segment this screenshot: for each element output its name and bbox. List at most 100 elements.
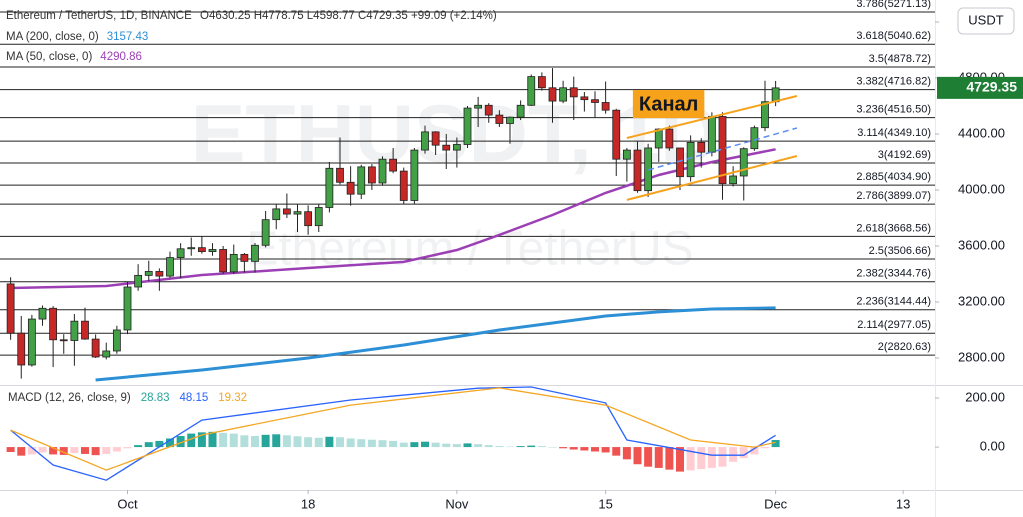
histogram-bar bbox=[771, 439, 780, 448]
y-tick-label: 4400.00 bbox=[958, 125, 1005, 140]
candle-body bbox=[389, 158, 398, 172]
channel-label: Канал bbox=[639, 93, 698, 115]
histogram-bar bbox=[378, 440, 387, 448]
candle-body bbox=[591, 99, 599, 103]
histogram-bar bbox=[367, 439, 376, 448]
histogram-bar bbox=[761, 447, 769, 449]
histogram-bar bbox=[27, 447, 36, 455]
y-tick-label: 0.00 bbox=[980, 439, 1005, 454]
candle-body bbox=[410, 149, 419, 201]
last-price-label: 4729.35 bbox=[966, 79, 1017, 95]
fib-level-label: 2.5(3506.66) bbox=[869, 245, 931, 257]
fib-level-label: 3.382(4716.82) bbox=[856, 76, 931, 88]
histogram-bar bbox=[452, 444, 461, 448]
fib-level-label: 3.618(5040.62) bbox=[856, 30, 931, 42]
y-tick-label: 3200.00 bbox=[958, 293, 1005, 308]
histogram-bar bbox=[70, 447, 79, 454]
macd-title: MACD (12, 26, close, 9) bbox=[8, 392, 131, 404]
fib-level-label: 2.236(3144.44) bbox=[856, 296, 931, 308]
legend-name: MA (50, close, 0) bbox=[6, 51, 92, 63]
currency-label[interactable]: USDT bbox=[968, 12, 1003, 27]
candle-body bbox=[633, 149, 642, 192]
watermark-symbol: ETHUSDT, 1D bbox=[191, 89, 720, 180]
histogram-bar bbox=[197, 432, 206, 448]
x-tick-label: Nov bbox=[445, 496, 469, 511]
candle-body bbox=[134, 274, 143, 288]
candle-body bbox=[197, 247, 206, 252]
y-tick-label: 3600.00 bbox=[958, 237, 1005, 252]
histogram-bar bbox=[208, 431, 217, 448]
candle-body bbox=[665, 128, 674, 149]
candle-body bbox=[81, 320, 89, 340]
histogram-bar bbox=[81, 447, 89, 454]
fib-level-label: 2(2820.63) bbox=[878, 341, 931, 353]
histogram-bar bbox=[229, 433, 238, 448]
histogram-bar bbox=[134, 445, 143, 448]
histogram-bar bbox=[261, 434, 270, 448]
histogram-bar bbox=[612, 447, 621, 456]
candle-body bbox=[261, 219, 270, 246]
histogram-bar bbox=[484, 445, 493, 448]
histogram-bar bbox=[346, 438, 355, 448]
candle-body bbox=[421, 131, 429, 151]
histogram-bar bbox=[240, 435, 249, 448]
histogram-bar bbox=[6, 447, 15, 452]
histogram-bar bbox=[729, 447, 738, 462]
histogram-bar bbox=[336, 437, 344, 448]
channel-line bbox=[626, 155, 798, 201]
legend-value: 3157.43 bbox=[107, 31, 149, 43]
histogram-bar bbox=[410, 442, 419, 448]
histogram-bar bbox=[591, 447, 599, 452]
candle-body bbox=[38, 307, 47, 320]
macd-pane bbox=[6, 386, 780, 481]
candle-body bbox=[601, 102, 610, 111]
histogram-bar bbox=[750, 447, 759, 455]
candle-body bbox=[506, 116, 514, 124]
histogram-bar bbox=[357, 439, 366, 448]
histogram-bar bbox=[399, 442, 408, 448]
candle-body bbox=[346, 181, 355, 195]
histogram-bar bbox=[389, 440, 398, 448]
candle-body bbox=[569, 87, 578, 98]
candle-body bbox=[559, 87, 568, 102]
histogram-bar bbox=[559, 447, 568, 449]
histogram-bar bbox=[112, 447, 121, 452]
candle-body bbox=[70, 320, 79, 341]
candle-body bbox=[622, 149, 631, 160]
candle-body bbox=[59, 339, 68, 342]
candle-body bbox=[378, 158, 387, 184]
histogram-bar bbox=[601, 447, 610, 453]
histogram-bar bbox=[176, 436, 185, 448]
histogram-bar bbox=[516, 446, 525, 448]
candle-body bbox=[144, 271, 153, 276]
candle-body bbox=[399, 170, 408, 201]
candle-body bbox=[474, 104, 483, 109]
candle-body bbox=[739, 148, 748, 177]
moving-average bbox=[95, 306, 776, 382]
histogram-bar bbox=[506, 446, 514, 448]
histogram-bar bbox=[17, 447, 26, 456]
histogram-bar bbox=[282, 435, 291, 448]
candle-body bbox=[325, 167, 334, 208]
histogram-bar bbox=[707, 447, 716, 468]
histogram-bar bbox=[304, 437, 313, 448]
candle-body bbox=[580, 96, 589, 101]
candle-body bbox=[484, 104, 493, 116]
candle-body bbox=[612, 109, 621, 160]
histogram-bar bbox=[633, 447, 642, 465]
fib-level-label: 3.786(5271.13) bbox=[856, 0, 931, 10]
histogram-bar bbox=[495, 446, 504, 448]
fib-level-label: 2.885(4034.90) bbox=[856, 171, 931, 183]
candle-body bbox=[357, 166, 366, 195]
fib-level-label: 3.5(4878.72) bbox=[869, 53, 931, 65]
moving-average bbox=[10, 148, 776, 290]
fib-level-label: 2.382(3344.76) bbox=[856, 268, 931, 280]
candle-body bbox=[729, 175, 738, 185]
histogram-bar bbox=[474, 444, 483, 448]
currency-button[interactable] bbox=[957, 7, 1015, 35]
candle-body bbox=[527, 76, 536, 106]
candle-body bbox=[495, 114, 504, 124]
candle-body bbox=[707, 116, 716, 153]
